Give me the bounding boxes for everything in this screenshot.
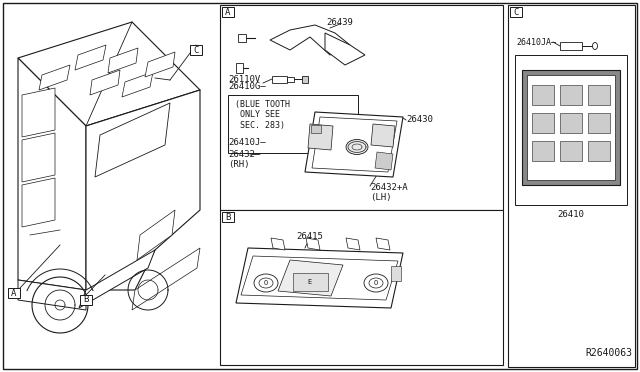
Text: 26439: 26439 [326,18,353,27]
Bar [220,5,503,210]
Polygon shape [145,52,175,77]
Polygon shape [90,70,120,95]
Bar [311,125,321,133]
Polygon shape [376,238,390,250]
Ellipse shape [364,274,388,292]
Polygon shape [325,33,365,65]
Text: E: E [308,279,312,285]
Polygon shape [75,45,106,70]
Bar [80,295,92,305]
Ellipse shape [369,278,383,288]
Polygon shape [79,250,155,308]
Text: 26432+A
(LH): 26432+A (LH) [370,183,408,202]
Text: A: A [225,7,230,16]
Polygon shape [137,210,175,260]
Bar [560,85,582,105]
Bar [532,85,554,105]
Polygon shape [375,152,393,170]
Polygon shape [18,280,86,310]
Bar [532,141,554,161]
Text: 26410G—: 26410G— [228,82,266,91]
Polygon shape [22,133,55,182]
Bar [238,34,246,42]
Polygon shape [271,238,285,250]
Text: 26410J—: 26410J— [228,138,266,147]
Polygon shape [308,124,333,150]
Bar [588,85,610,105]
Text: 26430: 26430 [406,115,433,124]
Bar [391,266,401,281]
Bar [560,141,582,161]
Text: C: C [513,7,518,16]
Text: R2640063: R2640063 [585,348,632,358]
Polygon shape [305,112,403,177]
Polygon shape [241,256,398,300]
Bar [508,5,635,367]
Polygon shape [278,260,343,296]
Polygon shape [22,88,55,137]
Text: 26432—
(RH): 26432— (RH) [228,150,260,169]
Bar [190,45,202,55]
Bar [272,76,287,83]
Polygon shape [108,48,138,73]
Bar [222,7,234,17]
Bar [293,273,328,291]
Bar [588,141,610,161]
Bar [236,63,243,73]
Text: O: O [374,280,378,286]
Bar [8,288,20,298]
Bar [532,113,554,133]
Text: 26410: 26410 [557,210,584,219]
Text: O: O [264,280,268,286]
Text: 26415: 26415 [296,232,323,241]
Bar [222,212,234,222]
Text: A: A [12,289,17,298]
Polygon shape [312,117,397,172]
Polygon shape [18,22,200,126]
Bar [510,7,522,17]
Polygon shape [18,58,86,290]
Polygon shape [270,25,350,55]
Polygon shape [95,103,170,177]
Polygon shape [122,72,153,97]
Bar [515,55,627,205]
Bar [287,77,294,82]
Text: C: C [193,45,198,55]
Ellipse shape [593,42,598,49]
Bar [302,76,308,83]
Text: (BLUE TOOTH
 ONLY SEE
 SEC. 283): (BLUE TOOTH ONLY SEE SEC. 283) [235,100,290,130]
Text: B: B [225,212,230,221]
Text: 26110V: 26110V [228,75,260,84]
Polygon shape [371,124,395,147]
Bar [560,42,582,50]
Text: 26410JA—: 26410JA— [516,38,556,47]
Bar [220,210,503,365]
Bar [588,113,610,133]
Text: B: B [83,295,89,305]
Polygon shape [86,90,200,290]
Polygon shape [22,178,55,227]
Polygon shape [306,238,320,250]
Polygon shape [236,248,403,308]
Polygon shape [346,238,360,250]
Polygon shape [132,248,200,310]
Bar [560,113,582,133]
Polygon shape [39,65,70,90]
Ellipse shape [254,274,278,292]
Ellipse shape [346,140,368,154]
Polygon shape [522,70,620,185]
Ellipse shape [259,278,273,288]
Polygon shape [527,75,615,180]
Bar [228,95,358,153]
